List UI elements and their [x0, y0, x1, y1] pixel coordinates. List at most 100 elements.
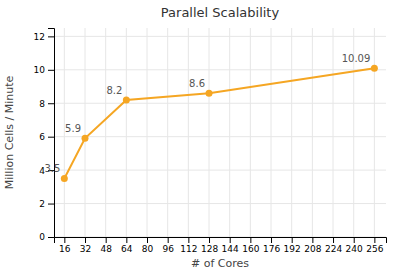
x-tick: 240 — [346, 237, 363, 254]
x-tick-label: 208 — [304, 244, 321, 254]
grid-line-x — [312, 28, 313, 237]
x-axis-line — [55, 238, 387, 244]
data-label: 5.9 — [65, 123, 81, 134]
title: Parallel Scalability — [161, 5, 280, 20]
x-tick-label: 16 — [59, 244, 71, 254]
grid-line-y — [54, 103, 386, 104]
grid-line-x — [209, 28, 210, 237]
y-tick: 10 — [34, 65, 54, 75]
grid-line-x — [333, 28, 334, 237]
x-tick-label: 112 — [180, 244, 197, 254]
y-tick-label: 10 — [34, 65, 46, 75]
x-tick-mark — [188, 237, 189, 243]
x-tick-mark — [209, 237, 210, 243]
x-tick-label: 192 — [284, 244, 301, 254]
point — [371, 65, 378, 72]
x-tick-label: 80 — [142, 244, 154, 254]
x-tick: 176 — [263, 237, 280, 254]
y-tick-label: 0 — [39, 232, 45, 242]
grid-line-x — [229, 28, 230, 237]
x-tick-label: 224 — [325, 244, 342, 254]
data-label: 8.6 — [189, 78, 205, 89]
x-tick-mark — [250, 237, 251, 243]
point — [82, 135, 89, 142]
x-tick-label: 96 — [162, 244, 174, 254]
y-tick-mark — [48, 36, 54, 37]
x-tick: 16 — [59, 237, 71, 254]
grid-line-x — [126, 28, 127, 237]
y-tick-mark — [48, 204, 54, 205]
series — [61, 65, 378, 182]
y-tick: 2 — [39, 199, 54, 209]
grid-line-y — [54, 170, 386, 171]
x-tick: 80 — [142, 237, 154, 254]
x-tick-mark — [126, 237, 127, 243]
data-label: 8.2 — [106, 85, 122, 96]
grid-line-x — [167, 28, 168, 237]
y-tick-label: 8 — [39, 99, 45, 109]
x-tick: 192 — [284, 237, 301, 254]
y-axis-line — [48, 29, 55, 238]
x-tick-mark — [147, 237, 148, 243]
x-tick-label: 144 — [222, 244, 239, 254]
grid-line-x — [188, 28, 189, 237]
x-tick-label: 160 — [242, 244, 259, 254]
x-tick: 256 — [366, 237, 383, 254]
x-axis-title: # of Cores — [191, 257, 249, 270]
y-tick-label: 6 — [39, 132, 45, 142]
y-axis: 024681012 — [34, 29, 55, 243]
x-tick: 144 — [222, 237, 239, 254]
y-tick-mark — [48, 137, 54, 138]
x-tick-mark — [106, 237, 107, 243]
x-tick-mark — [354, 237, 355, 243]
x-tick-mark — [271, 237, 272, 243]
grid-line-x — [291, 28, 292, 237]
y-tick-mark — [48, 70, 54, 71]
grid-line-y — [54, 36, 386, 37]
y-tick: 0 — [39, 232, 54, 242]
point — [123, 96, 130, 103]
x-tick-mark — [64, 237, 65, 243]
plot-area: 1632486480961121281441601761922082242402… — [34, 28, 387, 254]
point — [61, 175, 68, 182]
data-labels: 3.5 5.9 8.2 8.6 10.09 — [44, 53, 370, 174]
x-tick: 128 — [201, 237, 218, 254]
data-label: 10.09 — [342, 53, 371, 64]
x-tick-label: 32 — [80, 244, 91, 254]
x-tick: 208 — [304, 237, 321, 254]
x-tick-mark — [85, 237, 86, 243]
x-tick-label: 176 — [263, 244, 280, 254]
x-tick-label: 256 — [366, 244, 383, 254]
x-tick-mark — [168, 237, 169, 243]
grid-line-y — [54, 203, 386, 204]
y-tick: 8 — [39, 99, 54, 109]
y-axis-title: Million Cells / Minute — [3, 76, 16, 190]
y-tick-label: 12 — [34, 32, 45, 42]
grid-line-x — [271, 28, 272, 237]
x-tick-label: 64 — [121, 244, 133, 254]
x-tick-label: 48 — [100, 244, 112, 254]
x-tick-mark — [374, 237, 375, 243]
x-tick: 64 — [121, 237, 133, 254]
y-tick-mark — [48, 103, 54, 104]
x-tick: 96 — [162, 237, 174, 254]
x-tick: 160 — [242, 237, 259, 254]
x-tick-label: 240 — [346, 244, 363, 254]
line — [64, 68, 374, 178]
x-tick-label: 128 — [201, 244, 218, 254]
y-tick: 6 — [39, 132, 54, 142]
x-tick: 112 — [180, 237, 197, 254]
x-tick: 224 — [325, 237, 342, 254]
x-tick: 48 — [100, 237, 112, 254]
x-tick-mark — [230, 237, 231, 243]
y-tick-mark — [48, 237, 54, 238]
grid-line-y — [54, 69, 386, 70]
data-label: 3.5 — [44, 163, 60, 174]
grid-line-x — [374, 28, 375, 237]
x-axis: 16 32 48 64 80 96 112 128 144160 176 192208 224 2402… — [55, 237, 387, 254]
chart: 1632486480961121281441601761922082242402… — [0, 0, 400, 273]
grid — [54, 28, 386, 237]
grid-line-x — [147, 28, 148, 237]
grid-line-x — [250, 28, 251, 237]
grid-line-x — [85, 28, 86, 237]
